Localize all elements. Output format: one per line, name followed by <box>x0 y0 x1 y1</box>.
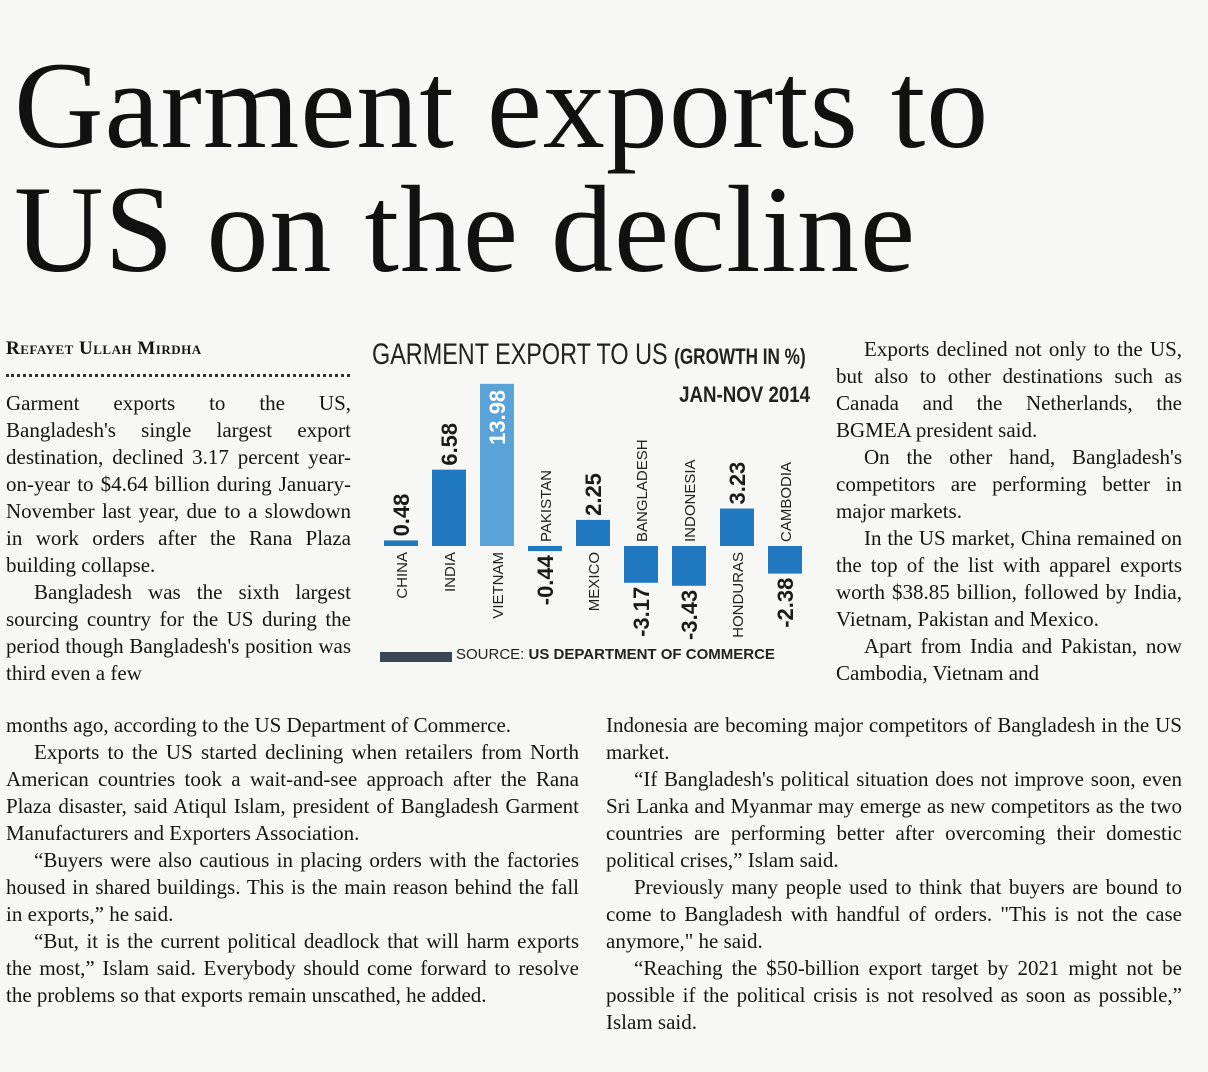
paragraph: “But, it is the current political deadlo… <box>6 929 579 1007</box>
byline-divider <box>6 374 350 377</box>
value-label-china: 0.48 <box>389 494 414 537</box>
chart-plot: 0.48 CHINA 6.58 INDIA 13.98 VIETNAM -0.44 PAKIS… <box>384 383 802 640</box>
source-bar <box>380 652 452 662</box>
bar-mexico <box>576 519 610 546</box>
category-label-india: INDIA <box>442 552 459 592</box>
category-label-china: CHINA <box>394 552 411 599</box>
paragraph: Bangladesh was the sixth largest sourcin… <box>6 580 351 685</box>
article-column-left-top: Garment exports to the US, Bangladesh's … <box>6 390 351 687</box>
headline-line-1: Garment exports to <box>14 37 990 174</box>
bar-india <box>432 469 466 546</box>
value-label-pakistan: -0.44 <box>533 554 558 605</box>
headline-line-2: US on the decline <box>14 161 917 298</box>
category-label-indonesia: INDONESIA <box>682 459 699 542</box>
paragraph: Garment exports to the US, Bangladesh's … <box>6 391 351 577</box>
article-column-right-top: Exports declined not only to the US, but… <box>836 336 1182 687</box>
bar-vietnam <box>480 383 514 546</box>
article-column-right-bottom: Indonesia are becoming major competitors… <box>606 712 1182 1036</box>
paragraph: Previously many people used to think tha… <box>606 875 1182 953</box>
chart-title-main: GARMENT EXPORT TO US <box>372 338 675 371</box>
category-label-honduras: HONDURAS <box>730 552 747 638</box>
headline: Garment exports to US on the decline <box>14 44 1204 292</box>
bar-indonesia <box>672 546 706 586</box>
paragraph: Exports to the US started declining when… <box>6 740 579 845</box>
value-label-mexico: 2.25 <box>581 473 606 516</box>
paragraph: Indonesia are becoming major competitors… <box>606 713 1182 764</box>
paragraph: “Reaching the $50-billion export target … <box>606 956 1182 1034</box>
paragraph: Exports declined not only to the US, but… <box>836 337 1182 442</box>
value-label-honduras: 3.23 <box>725 462 750 505</box>
category-label-mexico: MEXICO <box>586 552 603 611</box>
bar-pakistan <box>528 546 562 552</box>
bar-cambodia <box>768 546 802 574</box>
value-label-india: 6.58 <box>437 423 462 466</box>
paragraph: Apart from India and Pakistan, now Cambo… <box>836 634 1182 685</box>
category-label-vietnam: VIETNAM <box>490 552 507 619</box>
growth-chart: GARMENT EXPORT TO US (GROWTH IN %) JAN-N… <box>366 334 826 674</box>
bar-honduras <box>720 508 754 546</box>
bar-bangladesh <box>624 546 658 583</box>
source-label: SOURCE: <box>456 646 529 663</box>
chart-subtitle: (GROWTH IN %) <box>674 344 806 369</box>
category-label-bangladesh: BANGLADESH <box>634 439 651 542</box>
chart-title: GARMENT EXPORT TO US (GROWTH IN %) <box>372 338 806 372</box>
source-name: US DEPARTMENT OF COMMERCE <box>528 646 775 663</box>
value-label-bangladesh: -3.17 <box>629 587 654 637</box>
value-label-indonesia: -3.43 <box>677 590 702 640</box>
paragraph: On the other hand, Bangladesh's competit… <box>836 445 1182 523</box>
value-label-cambodia: -2.38 <box>773 578 798 628</box>
category-label-cambodia: CAMBODIA <box>778 462 795 542</box>
paragraph: In the US market, China remained on the … <box>836 526 1182 631</box>
article-column-left-bottom: months ago, according to the US Departme… <box>6 712 579 1009</box>
paragraph: “Buyers were also cautious in placing or… <box>6 848 579 926</box>
chart-period: JAN-NOV 2014 <box>679 382 810 407</box>
byline: Refayet Ullah Mirdha <box>6 338 202 359</box>
paragraph: months ago, according to the US Departme… <box>6 713 512 737</box>
paragraph: “If Bangladesh's political situation doe… <box>606 767 1182 872</box>
category-label-pakistan: PAKISTAN <box>538 470 555 542</box>
bar-china <box>384 540 418 546</box>
value-label-vietnam: 13.98 <box>485 390 510 445</box>
chart-source: SOURCE: US DEPARTMENT OF COMMERCE <box>456 646 775 663</box>
